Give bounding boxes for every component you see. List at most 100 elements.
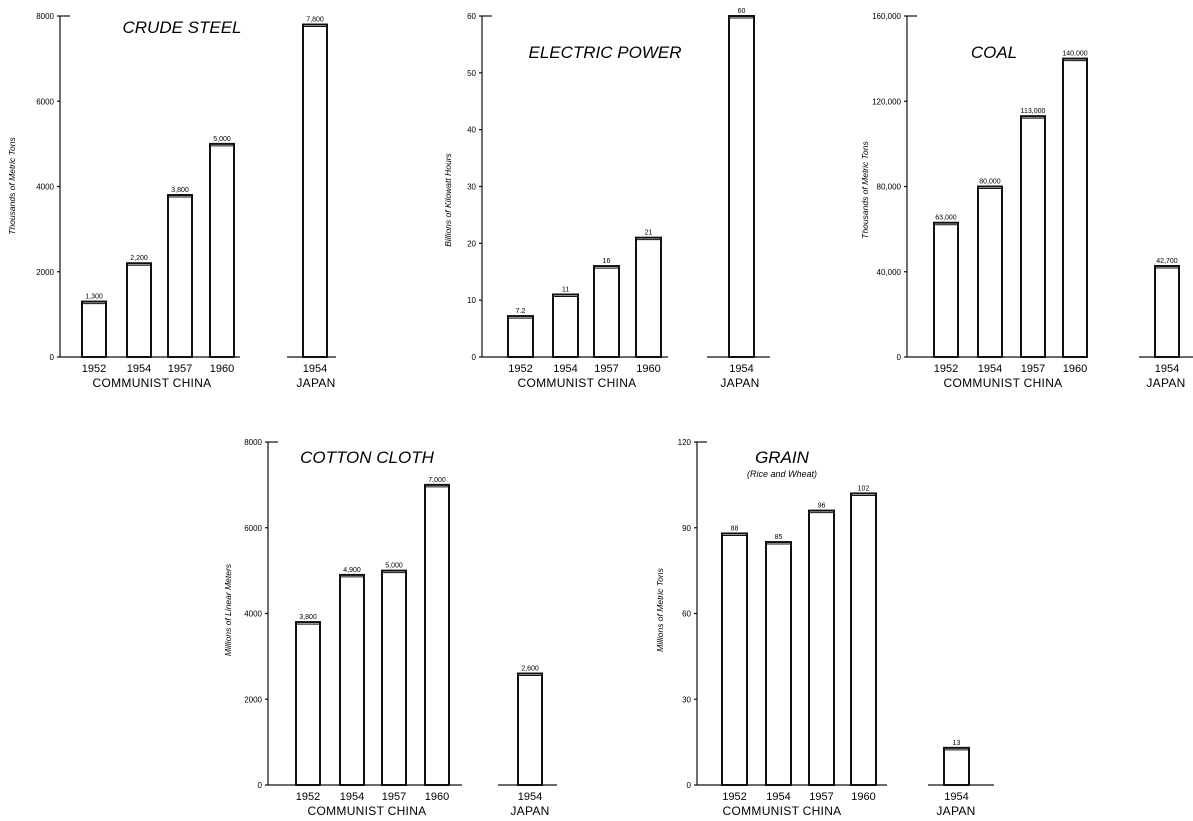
x-tick-label: 1954 <box>729 363 753 375</box>
data-label: 11 <box>562 286 569 293</box>
bar-communist-china-1954 <box>339 573 365 786</box>
x-tick-label: 1954 <box>303 363 327 375</box>
group-label-communist-china: COMMUNIST CHINA <box>93 376 212 390</box>
x-tick-label: 1952 <box>722 791 746 803</box>
x-tick-label: 1957 <box>1021 363 1045 375</box>
bar-communist-china-1960 <box>209 142 235 358</box>
y-tick-label: 90 <box>682 524 691 533</box>
y-tick-label: 2000 <box>36 268 54 277</box>
bar-communist-china-1952 <box>933 221 959 358</box>
chart-title: ELECTRIC POWER <box>528 43 681 62</box>
bar-communist-china-1954 <box>126 262 152 359</box>
x-tick-label: 1954 <box>766 791 790 803</box>
y-tick-label: 120 <box>678 438 692 447</box>
x-tick-label: 1957 <box>809 791 833 803</box>
bar-communist-china-1957 <box>381 569 407 786</box>
x-tick-label: 1952 <box>934 363 958 375</box>
y-tick-label: 6000 <box>244 524 262 533</box>
data-label: 5,000 <box>213 136 231 143</box>
group-label-communist-china: COMMUNIST CHINA <box>944 376 1063 390</box>
bar-japan-1954 <box>517 672 543 787</box>
chart-subtitle: (Rice and Wheat) <box>747 469 817 479</box>
data-label: 80,000 <box>979 179 1001 186</box>
y-tick-label: 30 <box>467 183 476 192</box>
bar-japan-1954 <box>302 23 328 359</box>
y-axis-label: Thousands of Metric Tons <box>860 141 870 239</box>
y-tick-label: 0 <box>258 781 263 790</box>
x-tick-label: 1957 <box>594 363 618 375</box>
bar-communist-china-1960 <box>635 236 662 358</box>
bar-communist-china-1957 <box>167 194 193 358</box>
chart-title: CRUDE STEEL <box>122 18 241 37</box>
data-label: 21 <box>645 230 653 237</box>
data-label: 113,000 <box>1021 108 1046 115</box>
y-tick-label: 10 <box>467 296 476 305</box>
data-label: 2,600 <box>521 666 539 673</box>
bar-communist-china-1954 <box>552 293 579 359</box>
data-label: 2,200 <box>130 255 148 262</box>
x-tick-label: 1952 <box>296 791 320 803</box>
bar-communist-china-1960 <box>1062 57 1088 358</box>
x-tick-label: 1954 <box>518 791 542 803</box>
data-label: 16 <box>603 258 611 265</box>
group-label-communist-china: COMMUNIST CHINA <box>518 376 637 390</box>
chart-title: COTTON CLOTH <box>300 448 435 467</box>
y-tick-label: 40 <box>467 126 476 135</box>
chart-panel-cotton-cloth: 0 2000 4000 6000 8000 Millions of Linear Mete… <box>223 438 557 818</box>
x-tick-label: 1954 <box>340 791 364 803</box>
x-tick-label: 1954 <box>978 363 1002 375</box>
y-axis-label: Millions of Metric Tons <box>655 567 665 652</box>
y-tick-label: 120,000 <box>872 97 901 106</box>
x-tick-label: 1954 <box>127 363 151 375</box>
bar-communist-china-1957 <box>593 265 620 359</box>
data-label: 63,000 <box>935 215 957 222</box>
data-label: 140,000 <box>1062 51 1087 58</box>
y-tick-label: 160,000 <box>872 12 901 21</box>
bar-communist-china-1952 <box>507 315 534 358</box>
y-tick-label: 4000 <box>36 183 54 192</box>
y-tick-label: 4000 <box>244 610 262 619</box>
data-label: 13 <box>953 740 961 747</box>
y-axis-label: Millions of Linear Meters <box>223 563 233 656</box>
group-label-japan: JAPAN <box>936 804 975 818</box>
y-tick-label: 0 <box>687 781 692 790</box>
chart-panel-electric-power: 0 10 20 30 40 50 60 Billions of Kilowatt Hours E… <box>443 8 770 390</box>
bar-communist-china-1957 <box>1020 115 1046 358</box>
y-tick-label: 60 <box>467 12 476 21</box>
bar-communist-china-1952 <box>81 300 107 358</box>
x-tick-label: 1960 <box>851 791 875 803</box>
x-tick-label: 1952 <box>82 363 106 375</box>
bar-communist-china-1960 <box>424 483 450 786</box>
bar-communist-china-1960 <box>850 492 877 786</box>
x-tick-label: 1960 <box>425 791 449 803</box>
y-tick-label: 0 <box>50 353 55 362</box>
x-tick-label: 1954 <box>944 791 968 803</box>
group-label-japan: JAPAN <box>720 376 759 390</box>
data-label: 7,000 <box>428 477 446 484</box>
x-tick-label: 1952 <box>508 363 532 375</box>
group-label-communist-china: COMMUNIST CHINA <box>723 804 842 818</box>
x-tick-label: 1960 <box>1063 363 1087 375</box>
x-tick-label: 1960 <box>210 363 234 375</box>
group-label-japan: JAPAN <box>510 804 549 818</box>
x-tick-label: 1954 <box>1155 363 1179 375</box>
data-label: 96 <box>818 503 826 510</box>
bar-communist-china-1957 <box>808 509 835 786</box>
chart-panel-crude-steel: 0 2000 4000 6000 8000 Thousands of Metric Ton… <box>7 12 336 390</box>
y-tick-label: 0 <box>897 353 902 362</box>
y-tick-label: 40,000 <box>877 268 902 277</box>
y-tick-label: 6000 <box>36 97 54 106</box>
x-tick-label: 1957 <box>382 791 406 803</box>
data-label: 1,300 <box>85 294 103 301</box>
data-label: 102 <box>858 485 870 492</box>
group-label-communist-china: COMMUNIST CHINA <box>308 804 427 818</box>
y-tick-label: 20 <box>467 239 476 248</box>
y-tick-label: 8000 <box>36 12 54 21</box>
data-label: 60 <box>738 8 746 15</box>
bar-japan-1954 <box>728 15 755 358</box>
x-tick-label: 1954 <box>553 363 577 375</box>
chart-panel-grain: 0 30 60 90 120 Millions of Metric Tons GRAIN (R… <box>655 438 994 818</box>
data-label: 4,900 <box>343 567 361 574</box>
data-label: 5,000 <box>385 563 403 570</box>
bar-communist-china-1952 <box>295 621 321 787</box>
